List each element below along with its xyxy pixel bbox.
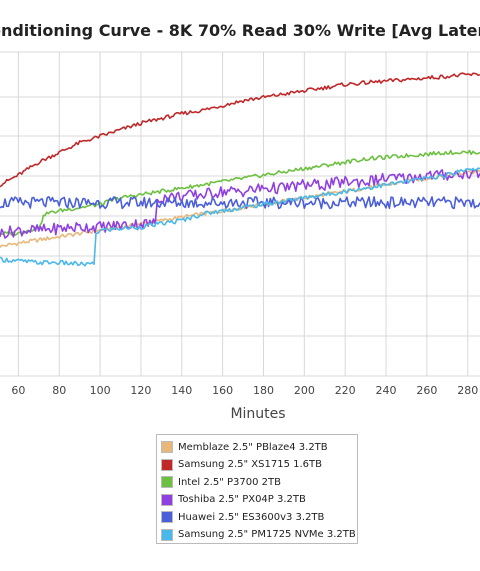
legend-swatch xyxy=(161,476,173,488)
legend-item: Toshiba 2.5" PX04P 3.2TB xyxy=(161,492,306,508)
x-tick-label: 220 xyxy=(335,384,356,397)
x-tick-label: 160 xyxy=(212,384,233,397)
legend-item: Intel 2.5" P3700 2TB xyxy=(161,474,281,490)
chart-title: Preconditioning Curve - 8K 70% Read 30% … xyxy=(0,21,480,40)
legend-swatch xyxy=(161,528,173,541)
x-tick-label: 180 xyxy=(253,384,274,397)
legend-item: Samsung 2.5" PM1725 NVMe 3.2TB xyxy=(161,527,356,543)
legend-item: Huawei 2.5" ES3600v3 3.2TB xyxy=(161,509,324,525)
legend-item: Samsung 2.5" XS1715 1.6TB xyxy=(161,457,322,473)
legend-label: Intel 2.5" P3700 2TB xyxy=(178,476,281,488)
legend-label: Toshiba 2.5" PX04P 3.2TB xyxy=(178,494,306,505)
legend-label: Huawei 2.5" ES3600v3 3.2TB xyxy=(178,511,325,523)
x-tick-label: 80 xyxy=(52,384,66,397)
series-lines xyxy=(0,72,480,267)
grid xyxy=(0,51,480,377)
series-line xyxy=(0,169,480,239)
x-tick-label: 120 xyxy=(130,384,151,397)
x-tick-label: 100 xyxy=(90,384,111,397)
legend-label: Samsung 2.5" PM1725 NVMe 3.2TB xyxy=(178,529,356,540)
x-axis-label: Minutes xyxy=(230,406,285,422)
x-tick-label: 200 xyxy=(294,384,315,397)
x-tick-label: 140 xyxy=(171,384,192,397)
legend-swatch xyxy=(161,493,173,506)
legend-item: Memblaze 2.5" PBlaze4 3.2TB xyxy=(161,439,328,455)
x-tick-label: 240 xyxy=(376,384,397,397)
series-line xyxy=(0,167,480,267)
legend-swatch xyxy=(161,511,173,523)
x-tick-label: 60 xyxy=(11,384,25,397)
series-line xyxy=(0,149,480,236)
x-tick-label: 260 xyxy=(416,384,437,397)
legend-swatch xyxy=(161,441,173,453)
legend-swatch xyxy=(161,458,173,471)
x-tick-labels: 60 80 100 120 140 160 180 200 220 240 260 280 xyxy=(11,384,478,397)
legend-label: Memblaze 2.5" PBlaze4 3.2TB xyxy=(178,441,328,453)
series-line xyxy=(0,72,480,188)
legend: Memblaze 2.5" PBlaze4 3.2TB Samsung 2.5" … xyxy=(156,434,358,544)
legend-label: Samsung 2.5" XS1715 1.6TB xyxy=(178,459,323,470)
x-tick-label: 280 xyxy=(457,384,478,397)
